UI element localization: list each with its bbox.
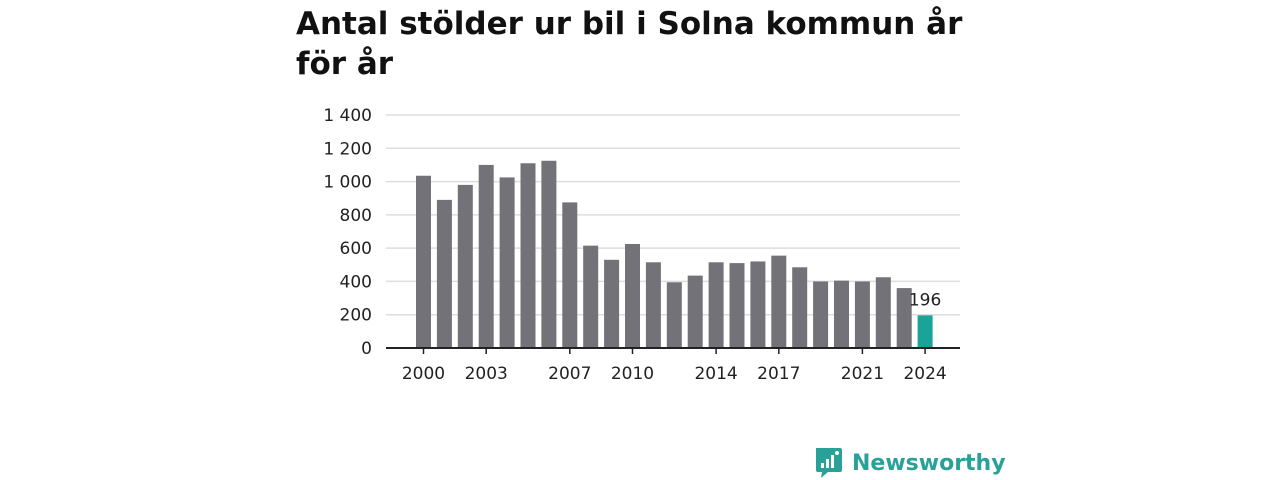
bars (416, 160, 933, 348)
bar-2002 (457, 184, 473, 348)
x-axis: 2000 2003 2007 2010 2014 2017 2021 2024 (386, 347, 960, 384)
bar-2006 (541, 160, 557, 348)
bar-2014 (708, 262, 724, 348)
y-tick-label: 400 (340, 272, 372, 292)
bar-2003 (478, 164, 494, 348)
bar-2024 (917, 315, 933, 348)
bar-2004 (499, 177, 515, 348)
newsworthy-icon (816, 448, 842, 478)
data-label-highlight: 196 (909, 290, 941, 310)
x-tick-label: 2014 (694, 364, 737, 384)
chart-title: Antal stölder ur bil i Solna kommun år f… (296, 6, 963, 82)
bar-2012 (666, 282, 682, 348)
bar-2011 (645, 262, 661, 348)
x-tick-label: 2007 (548, 364, 591, 384)
bar-2022 (875, 277, 891, 348)
bar-2008 (583, 245, 599, 348)
y-tick-label: 800 (340, 206, 372, 226)
bar-2001 (436, 199, 452, 348)
x-tick-label: 2010 (611, 364, 654, 384)
bar-2023 (896, 288, 912, 348)
data-labels: 196 (909, 290, 941, 310)
x-tick-label: 2000 (402, 364, 445, 384)
x-tick-label: 2017 (757, 364, 800, 384)
bar-2000 (416, 175, 431, 348)
x-tick-label: 2021 (841, 364, 884, 384)
y-tick-label: 0 (361, 339, 372, 359)
bar-2018 (792, 267, 808, 348)
bar-2007 (562, 202, 578, 348)
bar-2015 (729, 263, 745, 348)
brand-name: Newsworthy (852, 450, 1006, 476)
y-axis-ticks: 0 200 400 600 800 1 000 1 200 1 400 (323, 106, 372, 359)
bar-2005 (520, 163, 536, 348)
y-tick-label: 200 (340, 306, 372, 326)
x-tick-label: 2024 (903, 364, 946, 384)
bar-2017 (771, 255, 787, 348)
bar-2013 (687, 275, 703, 348)
x-tick-label: 2003 (465, 364, 508, 384)
y-tick-label: 1 400 (323, 106, 372, 126)
bar-2021 (854, 281, 870, 348)
bar-2019 (813, 281, 829, 348)
y-tick-label: 1 200 (323, 139, 372, 159)
bar-2009 (604, 259, 620, 348)
y-tick-label: 1 000 (323, 173, 372, 193)
y-tick-label: 600 (340, 239, 372, 259)
newsworthy-logo: Newsworthy (814, 446, 1006, 480)
bar-2020 (834, 280, 849, 348)
bar-2016 (750, 261, 766, 348)
bar-2010 (625, 243, 640, 348)
